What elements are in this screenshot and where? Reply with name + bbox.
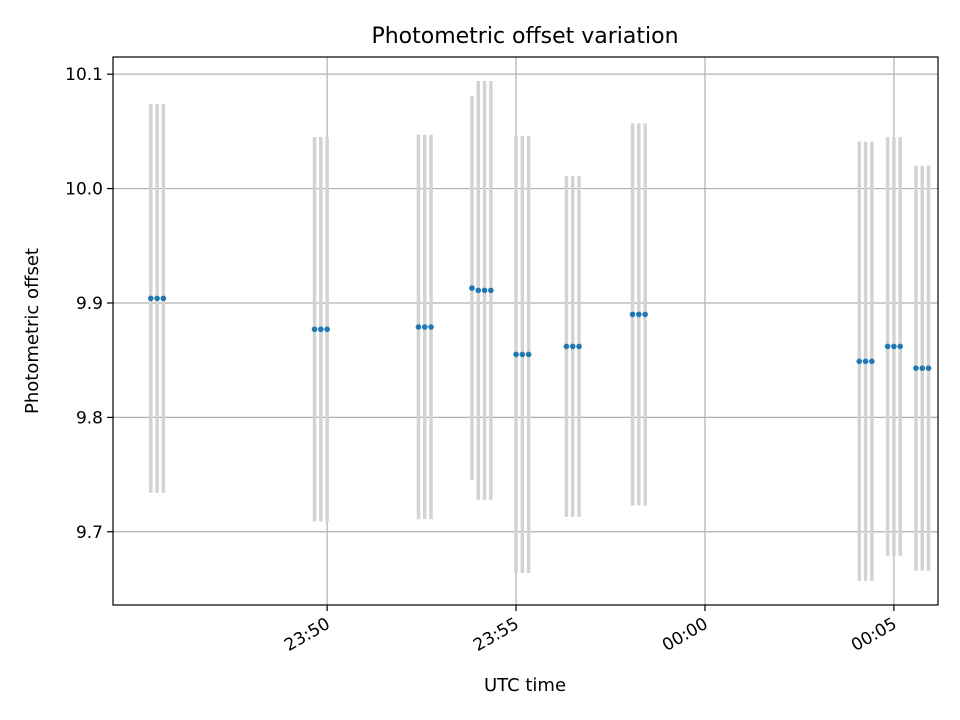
data-point — [415, 324, 422, 330]
y-tick-label: 9.9 — [76, 294, 103, 314]
data-point — [160, 295, 167, 302]
plot-frame — [112, 56, 939, 606]
data-point — [428, 324, 434, 330]
data-point — [481, 287, 488, 294]
data-point — [919, 365, 926, 371]
data-point — [913, 365, 919, 371]
y-tick-label: 10.0 — [65, 180, 103, 200]
chart-title: Photometric offset variation — [371, 24, 678, 49]
data-points — [147, 285, 932, 371]
data-point — [311, 326, 318, 333]
data-point — [147, 295, 154, 302]
y-tick-label: 9.7 — [76, 523, 103, 543]
data-point — [636, 311, 642, 318]
data-point — [642, 311, 648, 318]
data-point — [469, 285, 475, 291]
plot-area — [113, 57, 938, 605]
data-point — [154, 295, 160, 302]
data-point — [324, 326, 330, 333]
data-point — [563, 343, 570, 350]
data-point — [475, 287, 482, 294]
data-point — [318, 326, 324, 333]
data-point — [519, 351, 526, 358]
data-point — [576, 343, 582, 350]
data-point — [569, 343, 576, 350]
data-point — [891, 343, 897, 350]
y-tick-label: 10.1 — [65, 65, 103, 85]
data-point — [513, 351, 519, 358]
data-point — [862, 358, 869, 365]
data-point — [856, 358, 863, 365]
data-point — [421, 324, 428, 330]
data-point — [629, 311, 636, 318]
y-tick-label: 9.8 — [76, 408, 103, 428]
data-point — [884, 343, 891, 350]
x-axis-title: UTC time — [484, 675, 566, 696]
data-point — [525, 351, 532, 358]
data-point — [897, 343, 904, 350]
data-point — [488, 287, 494, 294]
data-point — [925, 365, 932, 371]
y-axis: 9.7 9.8 9.9 10.0 10.1 — [65, 65, 113, 543]
y-axis-title: Photometric offset — [22, 248, 43, 414]
data-point — [869, 358, 875, 365]
